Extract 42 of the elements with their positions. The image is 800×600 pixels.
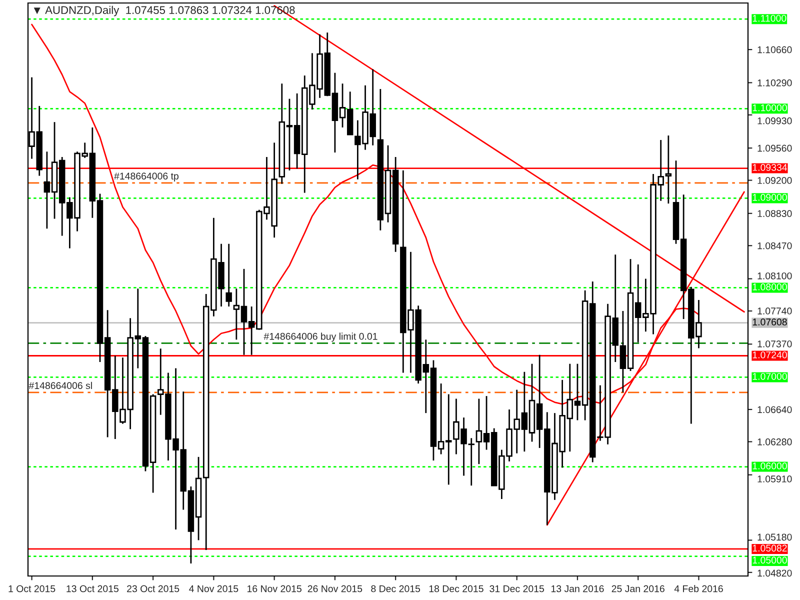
y-tick-label: 1.09560 (758, 144, 792, 152)
y-tick-label: 1.09200 (758, 177, 792, 184)
ref-line-label: 1.05082 (752, 544, 787, 552)
y-tick-label: 1.10290 (758, 79, 792, 86)
y-tick-label: 1.09930 (758, 117, 792, 124)
x-tick-label: 8 Dec 2015 (371, 585, 420, 592)
ref-line-label: 1.11000 (752, 14, 786, 22)
x-tick-label: 25 Jan 2016 (612, 585, 664, 592)
ref-line-label: 1.06000 (752, 462, 787, 470)
x-tick-label: 4 Feb 2016 (674, 585, 723, 592)
x-tick-label: 13 Jan 2016 (551, 585, 604, 592)
ref-line-label: 1.07240 (752, 351, 787, 358)
ref-line-label: #148664006 sl (28, 382, 92, 390)
y-tick-label: 1.10660 (758, 46, 792, 54)
x-tick-label: 18 Dec 2015 (429, 585, 484, 592)
y-tick-label: 1.08830 (758, 210, 792, 218)
x-tick-label: 23 Oct 2015 (127, 585, 180, 592)
y-tick-label: 1.06280 (758, 438, 792, 446)
y-tick-label: 1.04820 (758, 570, 792, 577)
candlestick (226, 243, 232, 308)
y-tick-label: 1.06640 (758, 406, 792, 414)
ref-line-label: 1.07608 (752, 318, 787, 326)
ref-line-label: 1.09334 (752, 164, 788, 171)
ref-line-label: 1.09000 (752, 194, 787, 201)
ref-line-label: 1.05000 (752, 556, 787, 564)
y-tick-label: 1.05180 (758, 534, 792, 541)
ref-line-label: 1.08000 (752, 283, 787, 290)
x-tick-label: 31 Dec 2015 (490, 585, 544, 592)
ref-line-label: 1.07000 (752, 372, 787, 380)
ref-line-label: #148664006 tp (114, 172, 178, 182)
x-tick-label: 13 Oct 2015 (66, 585, 118, 592)
y-tick-label: 1.08100 (758, 272, 792, 280)
x-tick-label: 4 Nov 2015 (189, 585, 238, 592)
x-tick-label: 16 Nov 2015 (247, 585, 302, 592)
ref-line-label: #148664006 buy limit 0.01 (264, 332, 378, 342)
y-tick-label: 1.05910 (758, 476, 792, 482)
x-tick-label: 1 Oct 2015 (8, 585, 56, 592)
y-tick-label: 1.07740 (758, 308, 792, 314)
y-tick-label: 1.07370 (758, 340, 792, 348)
y-tick-label: 1.08470 (758, 242, 792, 250)
ref-line-label: 1.10000 (752, 104, 787, 112)
x-tick-label: 26 Nov 2015 (308, 585, 362, 592)
